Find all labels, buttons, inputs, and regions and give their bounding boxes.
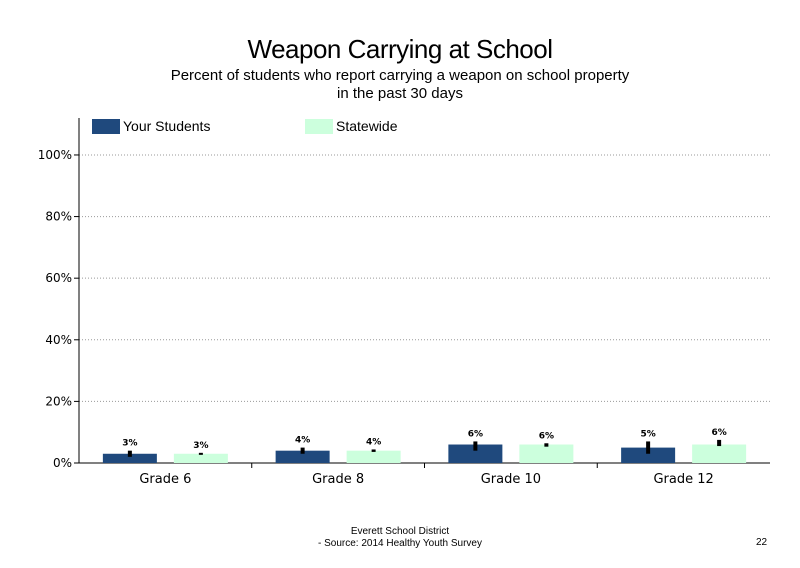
chart-subtitle: Percent of students who report carrying … [170,67,630,102]
data-label: 6% [539,431,554,441]
bar [173,453,228,463]
bar [621,447,676,463]
data-label: 6% [711,428,726,438]
x-tick-label: Grade 10 [481,472,541,487]
bar [519,444,574,463]
error-bar [544,443,549,447]
y-tick-label: 40% [45,333,72,347]
bar [692,444,747,463]
data-label: 5% [640,429,655,439]
bar [448,444,503,463]
data-label: 4% [366,437,381,447]
error-bar [300,447,305,454]
data-label: 6% [468,429,483,439]
x-tick-label: Grade 8 [312,472,364,487]
x-tick-label: Grade 12 [653,472,713,487]
error-bar [127,450,132,457]
bar [102,453,157,463]
chart-title: Weapon Carrying at School [247,34,553,64]
footer-district: Everett School District [350,526,450,537]
error-bar [646,441,651,454]
footer: Everett School District - Source: 2014 H… [200,526,600,550]
error-bar [198,452,203,455]
legend-item-your-students: Your Students [92,118,210,134]
footer-source: - Source: 2014 Healthy Youth Survey [318,538,482,549]
data-label: 3% [122,439,137,449]
error-bar [717,439,722,447]
error-bar [371,449,376,452]
legend-swatch-statewide [305,118,333,134]
data-label: 4% [295,436,310,446]
legend-label-your-students: Your Students [123,118,211,134]
data-label: 3% [193,441,208,451]
legend-swatch-your-students [92,118,120,134]
bar [275,450,330,463]
page-number: 22 [756,537,768,548]
y-tick-label: 0% [53,456,72,470]
x-tick-label: Grade 6 [139,472,191,487]
y-tick-label: 20% [45,394,72,408]
bar [346,450,401,463]
error-bar [473,441,478,451]
legend-item-statewide: Statewide [305,118,397,134]
y-tick-label: 100% [38,148,72,162]
legend-label-statewide: Statewide [336,118,398,134]
y-tick-label: 80% [45,210,72,224]
y-tick-label: 60% [45,271,72,285]
